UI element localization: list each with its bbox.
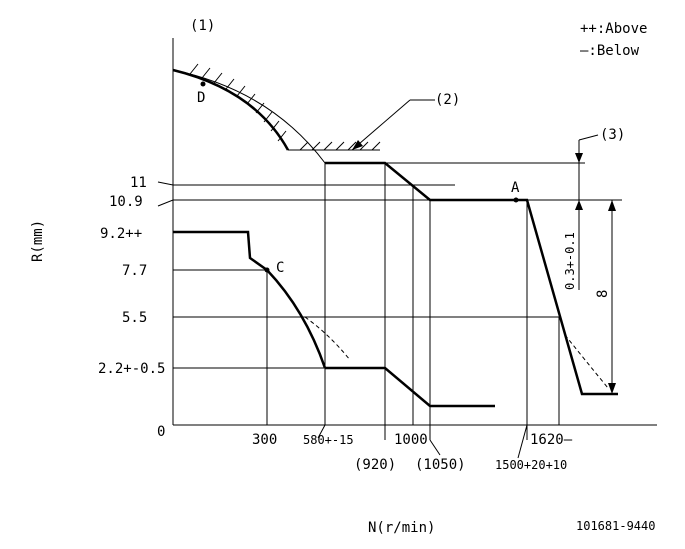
dim-small-arrow-top [575,153,583,163]
y-tick-label: 7.7 [122,263,147,279]
dim-large-arrow-bottom [608,383,616,394]
ref-line-10-9 [157,199,622,207]
point-d-label: D [197,90,205,106]
dashed-extension-left [304,316,351,361]
x-axis-title: N(r/min) [368,520,435,536]
x-tick-label: 580+-15 [303,433,354,447]
legend-below: —:Below [580,43,640,59]
callout-2-leader [351,99,411,151]
dashed-extension-right [564,334,609,389]
callout-2-arrowhead [352,140,363,150]
stopper-hatch [299,141,381,151]
lower-characteristic-curve [266,269,327,369]
point-a-label: A [511,180,520,196]
x-tick-label: 1500+20+10 [495,458,567,472]
y-tick-label: 9.2++ [100,226,142,242]
x-tick-label: (920) [354,457,396,473]
dim-small-arrow-bottom [575,200,583,210]
upper-boundary-hatch [189,63,287,142]
x-tick-label: 1000 [394,432,428,448]
x-tick-label: 300 [252,432,277,448]
ref-3-label: (3) [600,127,625,143]
leader-1050 [429,439,441,456]
ref-1-label: (1) [190,18,215,34]
upper-characteristic [325,161,618,396]
ref-2-label: (2) [435,92,460,108]
x-tick-label: (1050) [415,457,466,473]
callout-3-leader [578,134,599,141]
y-tick-label: 2.2+-0.5 [98,361,165,377]
leader-580 [317,424,326,439]
figure-id: 101681-9440 [576,519,655,533]
y-tick-label: 11 [130,175,147,191]
dim-large-label: 8 [595,290,611,298]
point-c-marker [264,267,270,273]
ref-line-11 [157,181,455,186]
legend-above: ++:Above [580,21,647,37]
point-c-label: C [276,260,284,276]
y-tick-label: 0 [157,424,165,440]
y-axis-title: R(mm) [30,220,46,262]
point-a-marker [513,197,519,203]
point-d-marker [200,81,206,87]
leader-1500 [517,424,528,459]
x-tick-label: 1620— [530,432,573,448]
lower-characteristic-b [325,366,495,408]
dim-small-label: 0.3+-0.1 [563,232,577,290]
lower-d-curve [172,69,326,164]
lower-characteristic-a [173,230,268,272]
y-tick-label: 5.5 [122,310,147,326]
upper-boundary-curve [172,68,290,151]
y-tick-label: 10.9 [109,194,143,210]
dim-large-arrow-top [608,200,616,211]
